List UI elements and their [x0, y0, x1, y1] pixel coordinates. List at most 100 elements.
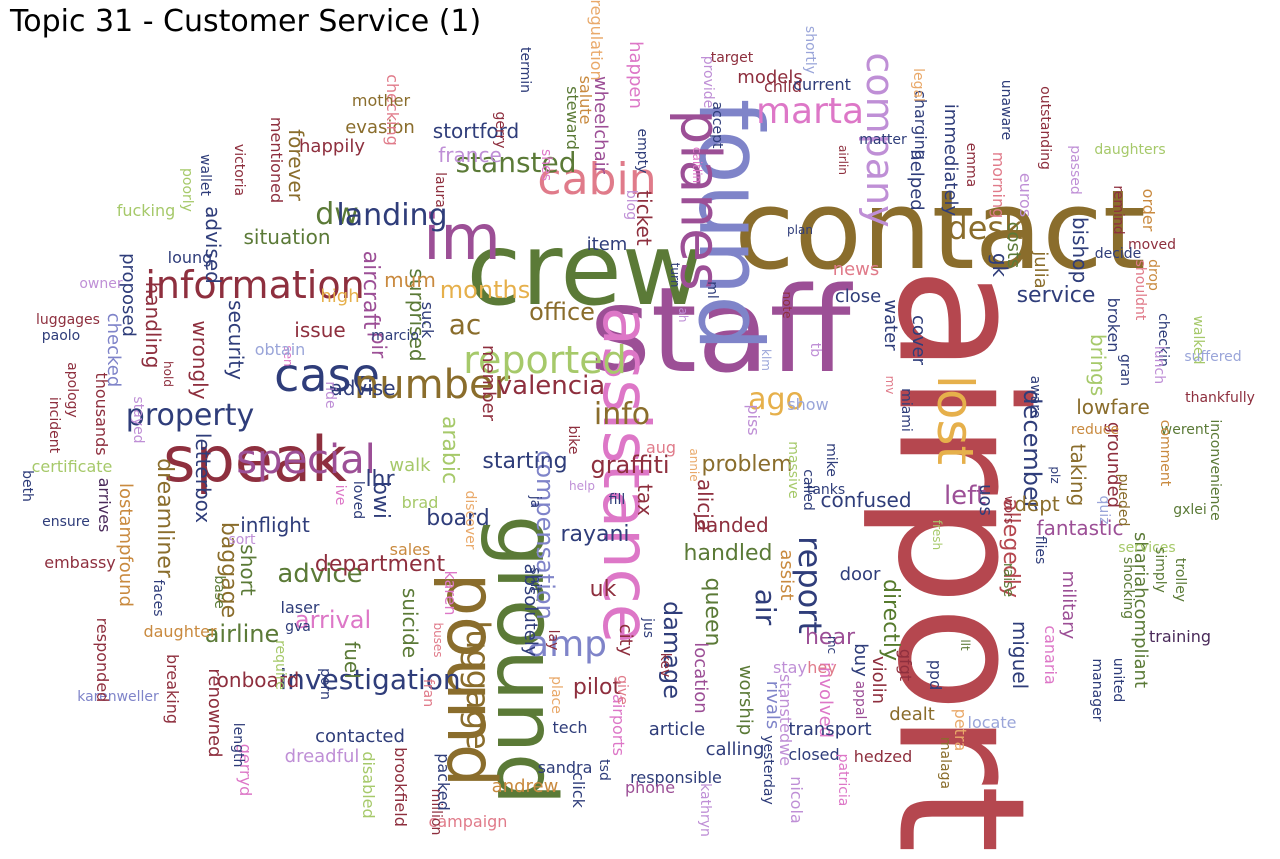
word-taking: taking [1066, 443, 1090, 507]
word-gfgt: gfgt [896, 648, 915, 682]
word-hear: hear [804, 625, 856, 650]
word-apology: apology [64, 362, 80, 418]
word-outstanding: outstanding [1037, 86, 1053, 170]
word-give: give [614, 675, 630, 705]
word-evasion: evasion [345, 117, 415, 138]
word-wrongly: wrongly [188, 320, 212, 400]
word-discover: discover [462, 490, 478, 550]
word-morning: morning [989, 151, 1008, 219]
word-length: length [230, 722, 246, 768]
word-services: services [1118, 540, 1176, 556]
word-sales: sales [389, 540, 431, 559]
word-speak: speak [163, 423, 347, 496]
word-packed: packed [434, 753, 453, 811]
word-dw: dw [315, 197, 359, 232]
word-lunch: lunch [1151, 345, 1167, 385]
word-breaking: breaking [163, 653, 182, 725]
word-laura: laura [432, 172, 448, 208]
word-city: city [615, 623, 636, 657]
word-property: property [125, 398, 255, 433]
word-mentioned: mentioned [267, 116, 286, 204]
word-tech: tech [552, 718, 588, 737]
word-responsible: responsible [630, 768, 722, 787]
word-crew: crew [466, 211, 704, 328]
word-happily: happily [299, 136, 365, 157]
word-stortford: stortford [432, 119, 520, 143]
word-hedzed: hedzed [853, 747, 913, 766]
word-bishop: bishop [1068, 216, 1092, 284]
word-legal: legal [910, 68, 926, 102]
word-miami: miami [898, 388, 914, 432]
word-kev: kev [657, 652, 673, 678]
word-accept: accept [709, 101, 725, 149]
word-klm: klm [759, 349, 773, 371]
word-rayani: rayani [560, 522, 630, 547]
word-cover: cover [908, 314, 929, 366]
word-problem: problem [701, 452, 793, 477]
word-miguel: miguel [1008, 620, 1032, 690]
word-desk: desk [947, 209, 1023, 247]
word-onboard: onboard [216, 668, 300, 692]
word-pueded: pueded [1115, 473, 1131, 527]
word-wors: wors [1002, 495, 1016, 525]
word-ride: ride [322, 381, 338, 409]
word-daughters: daughters [1094, 142, 1166, 158]
word-drop: drop [1145, 259, 1161, 291]
word-child: child [764, 77, 802, 96]
word-matter: matter [859, 132, 907, 148]
word-renowned: renowned [204, 668, 225, 758]
page-title: Topic 31 - Customer Service (1) [10, 4, 482, 39]
word-aug: aug [645, 438, 677, 457]
word-models: models [737, 67, 803, 88]
word-brad: brad [401, 493, 439, 512]
word-lost: lost [926, 374, 984, 466]
word-transport: transport [788, 719, 872, 740]
word-julia: julia [1030, 251, 1051, 289]
word-euros: euros [1016, 172, 1035, 218]
word-emma: emma [963, 142, 979, 188]
word-im: im [423, 201, 501, 274]
word-andrew: andrew [491, 776, 559, 797]
word-laser: laser [280, 598, 320, 617]
word-close: close [834, 286, 882, 307]
word-door: door [839, 564, 881, 585]
word-caitlin: caitlin [690, 146, 704, 184]
word-damage: damage [658, 600, 686, 700]
word-lay: lay [545, 629, 561, 651]
word-brookfield: brookfield [391, 747, 410, 827]
word-valencia: valencia [496, 371, 606, 401]
word-nicola: nicola [787, 776, 806, 824]
word-france: france [438, 143, 502, 167]
word-responded: responded [93, 617, 112, 703]
word-shocking: shocking [1120, 556, 1136, 620]
word-left: left [943, 481, 987, 511]
word-ppd: ppd [926, 659, 945, 691]
word-yesterday: yesterday [760, 735, 776, 805]
word-tsd: tsd [596, 759, 612, 781]
word-shortly: shortly [802, 25, 818, 75]
word-dealt: dealt [889, 704, 935, 725]
word-bwi: bwi [368, 480, 393, 520]
word-advised: advised [201, 206, 225, 284]
word-owner: owner [79, 276, 123, 292]
word-air: air [749, 588, 782, 626]
word-starting: starting [482, 449, 568, 474]
word-suffered: suffered [1184, 349, 1242, 365]
word-dreadful: dreadful [284, 746, 360, 767]
word-trolley: trolley [1172, 557, 1188, 603]
word-raise: raise [1000, 562, 1016, 598]
word-pilot: pilot [572, 675, 622, 700]
word-mike: mike [823, 443, 839, 477]
word-arrival: arrival [294, 606, 372, 634]
word-regulation: regulation [587, 0, 606, 81]
word-issue: issue [294, 318, 346, 342]
word-karen: karen [441, 570, 460, 616]
word-suck: suck [418, 301, 437, 339]
word-decide: decide [1094, 246, 1142, 262]
word-uk: uk [589, 577, 617, 602]
word-report: report [791, 536, 829, 634]
word-fill: fill [608, 492, 626, 508]
word-base: base [211, 575, 227, 609]
word-arabic: arabic [437, 415, 462, 485]
word-click: click [569, 772, 588, 808]
